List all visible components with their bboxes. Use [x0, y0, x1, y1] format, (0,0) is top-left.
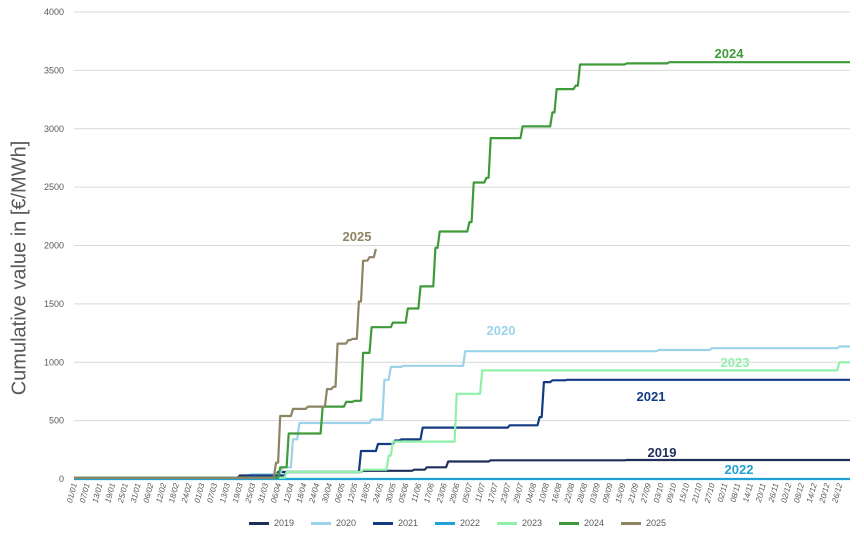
x-tick-label: 01/03 [193, 482, 207, 504]
legend: 2019 2020 2021 2022 2023 2024 2025 [0, 518, 864, 536]
x-tick-label: 15/09 [614, 482, 628, 504]
x-tick-label: 12/05 [346, 482, 360, 504]
x-tick-label: 06/05 [333, 482, 347, 504]
x-tick-label: 31/01 [129, 482, 143, 504]
x-tick-label: 20/11 [754, 482, 768, 504]
legend-item-2025: 2025 [621, 518, 666, 528]
x-tick-label: 13/03 [218, 482, 232, 504]
x-tick-label: 10/08 [537, 482, 551, 504]
legend-swatch [559, 521, 579, 525]
y-tick-label: 0 [59, 474, 64, 484]
x-tick-label: 19/01 [103, 482, 117, 504]
x-tick-label: 03/09 [588, 482, 602, 504]
series-label-2025: 2025 [343, 229, 372, 244]
x-tick-label: 09/10 [665, 482, 679, 504]
legend-swatch [373, 521, 393, 525]
x-tick-label: 30/05 [384, 482, 398, 504]
legend-swatch [621, 521, 641, 525]
series-label-2024: 2024 [715, 46, 745, 61]
legend-item-2021: 2021 [373, 518, 418, 528]
x-tick-label: 17/07 [486, 482, 500, 504]
y-tick-label: 1500 [44, 299, 64, 309]
x-tick-label: 11/07 [473, 482, 487, 504]
x-tick-label: 13/01 [91, 482, 105, 504]
legend-label: 2019 [274, 518, 295, 528]
y-tick-label: 500 [49, 416, 64, 426]
x-tick-label: 18/02 [167, 482, 181, 504]
x-tick-label: 09/09 [601, 482, 615, 504]
legend-label: 2024 [584, 518, 605, 528]
x-tick-label: 06/04 [269, 482, 283, 504]
x-tick-label: 25/01 [116, 482, 130, 505]
y-axis-label: Cumulative value in [€/MWh] [8, 140, 31, 396]
x-tick-label: 18/04 [295, 482, 309, 504]
series-labels: 2019 2020 2021 2022 2023 2024 2025 [343, 46, 754, 477]
x-tick-label: 16/08 [550, 482, 564, 504]
x-tick-label: 12/04 [282, 482, 296, 504]
y-tick-label: 1000 [44, 357, 64, 367]
y-axis-ticks: 0 500 1000 1500 2000 2500 3000 3500 4000 [44, 7, 64, 484]
legend-label: 2022 [460, 518, 481, 528]
x-tick-label: 15/10 [677, 482, 691, 504]
x-tick-label: 06/02 [142, 482, 156, 504]
gridlines [74, 11, 850, 480]
legend-item-2020: 2020 [311, 518, 356, 528]
series-label-2021: 2021 [637, 389, 666, 404]
x-tick-label: 08/11 [729, 482, 743, 503]
series-label-2023: 2023 [721, 355, 750, 370]
x-tick-label: 03/10 [652, 482, 666, 504]
legend-label: 2025 [646, 518, 667, 528]
x-tick-label: 05/07 [460, 482, 474, 504]
x-tick-label: 18/05 [358, 482, 372, 504]
series-line-2023 [74, 361, 850, 479]
x-tick-label: 05/06 [397, 482, 411, 504]
x-tick-label: 01/01 [65, 482, 79, 504]
x-tick-label: 30/04 [320, 482, 334, 504]
x-tick-label: 12/02 [154, 482, 168, 504]
x-tick-label: 19/03 [231, 482, 245, 504]
legend-item-2022: 2022 [435, 518, 480, 528]
y-tick-label: 3000 [44, 124, 64, 134]
y-tick-label: 2500 [44, 182, 64, 192]
x-axis-ticks: 01/0107/0113/0119/0125/0131/0106/0212/02… [65, 482, 844, 505]
y-tick-label: 2000 [44, 241, 64, 251]
x-tick-label: 31/03 [256, 482, 270, 504]
legend-swatch [249, 521, 269, 525]
legend-swatch [497, 521, 517, 525]
x-tick-label: 17/06 [422, 482, 436, 504]
y-tick-label: 4000 [44, 7, 64, 17]
x-tick-label: 07/01 [78, 482, 92, 504]
legend-item-2023: 2023 [497, 518, 542, 528]
legend-item-2024: 2024 [559, 518, 604, 528]
y-tick-label: 3500 [44, 65, 64, 75]
legend-item-2019: 2019 [249, 518, 294, 528]
x-tick-label: 02/12 [779, 482, 793, 504]
x-tick-label: 11/06 [410, 482, 424, 504]
legend-swatch [435, 521, 455, 525]
x-tick-label: 14/11 [741, 482, 755, 503]
series-label-2020: 2020 [487, 323, 516, 338]
series-label-2019: 2019 [648, 445, 677, 460]
x-tick-label: 07/03 [205, 482, 219, 504]
series-line-2024 [74, 61, 850, 479]
series-line-2025 [74, 248, 377, 479]
legend-swatch [311, 521, 331, 525]
x-tick-label: 04/08 [524, 482, 538, 504]
x-tick-label: 02/11 [716, 482, 730, 503]
series-label-2022: 2022 [725, 462, 754, 477]
series-lines [74, 61, 850, 481]
legend-label: 2020 [336, 518, 357, 528]
legend-label: 2021 [398, 518, 419, 528]
x-tick-label: 26/12 [830, 482, 844, 505]
x-tick-label: 14/12 [805, 482, 819, 504]
legend-label: 2023 [522, 518, 543, 528]
x-tick-label: 26/11 [767, 482, 781, 504]
x-tick-label: 08/12 [792, 482, 806, 504]
